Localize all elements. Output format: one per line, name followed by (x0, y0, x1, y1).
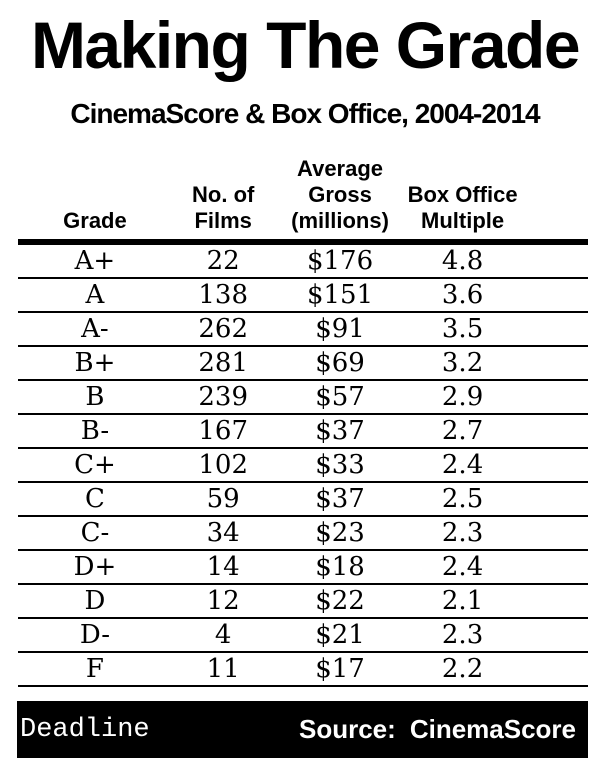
films-cell: 239 (198, 382, 248, 412)
table-row: A- 262 $91 3.5 (18, 312, 588, 346)
filler-cell (520, 278, 588, 312)
filler-cell (520, 242, 588, 278)
grade-cell: C (84, 484, 105, 514)
source-credit: Source: CinemaScore (299, 714, 576, 745)
source-label: Source: (299, 714, 396, 744)
gross-cell: $37 (315, 484, 365, 514)
filler-cell (520, 550, 588, 584)
films-cell: 138 (198, 280, 248, 310)
column-header-average-gross: Average Gross (millions) (291, 156, 389, 233)
grade-cell: C- (80, 518, 110, 548)
grade-cell: C+ (74, 450, 116, 480)
table-row: F 11 $17 2.2 (18, 652, 588, 686)
films-cell: 11 (206, 654, 240, 684)
grade-cell: D- (79, 620, 110, 650)
gross-cell: $23 (315, 518, 365, 548)
header-row: Grade No. of Films Average Gross (millio… (18, 156, 588, 242)
filler-cell (520, 312, 588, 346)
multiple-cell: 2.2 (441, 654, 484, 684)
table-row: D- 4 $21 2.3 (18, 618, 588, 652)
table-row: D+ 14 $18 2.4 (18, 550, 588, 584)
multiple-cell: 2.5 (441, 484, 484, 514)
gross-cell: $176 (306, 246, 374, 276)
table-row: A 138 $151 3.6 (18, 278, 588, 312)
films-cell: 4 (214, 620, 232, 650)
films-cell: 34 (206, 518, 240, 548)
multiple-cell: 3.5 (441, 314, 484, 344)
filler-cell (520, 414, 588, 448)
films-cell: 14 (206, 552, 240, 582)
table-row: B+ 281 $69 3.2 (18, 346, 588, 380)
films-cell: 22 (206, 246, 240, 276)
table-row: A+ 22 $176 4.8 (18, 242, 588, 278)
column-header-filler (520, 156, 588, 242)
table-row: C 59 $37 2.5 (18, 482, 588, 516)
grade-cell: D (84, 586, 106, 616)
gross-cell: $33 (315, 450, 365, 480)
multiple-cell: 2.4 (441, 552, 484, 582)
multiple-cell: 2.3 (441, 518, 484, 548)
filler-cell (520, 516, 588, 550)
filler-cell (520, 482, 588, 516)
grade-cell: B (85, 382, 105, 412)
page-subtitle: CinemaScore & Box Office, 2004-2014 (70, 98, 540, 129)
films-cell: 102 (198, 450, 248, 480)
multiple-cell: 3.6 (441, 280, 484, 310)
grade-cell: D+ (73, 552, 117, 582)
table-row: B- 167 $37 2.7 (18, 414, 588, 448)
multiple-cell: 2.3 (441, 620, 484, 650)
filler-cell (520, 618, 588, 652)
grade-cell: F (85, 654, 104, 684)
footer-bar: Deadline Source: CinemaScore (17, 701, 588, 758)
table-row: B 239 $57 2.9 (18, 380, 588, 414)
filler-cell (520, 584, 588, 618)
source-value: CinemaScore (409, 714, 576, 744)
deadline-logo: Deadline (20, 714, 150, 745)
multiple-cell: 2.1 (441, 586, 484, 616)
gross-cell: $151 (306, 280, 374, 310)
filler-cell (520, 346, 588, 380)
filler-cell (520, 380, 588, 414)
gross-cell: $21 (315, 620, 365, 650)
table-row: D 12 $22 2.1 (18, 584, 588, 618)
filler-cell (520, 652, 588, 686)
films-cell: 281 (198, 348, 248, 378)
filler-cell (520, 448, 588, 482)
grade-cell: A- (81, 314, 109, 344)
multiple-cell: 2.7 (441, 416, 484, 446)
gross-cell: $17 (315, 654, 365, 684)
gross-cell: $37 (315, 416, 365, 446)
grade-table: Grade No. of Films Average Gross (millio… (18, 156, 588, 687)
multiple-cell: 3.2 (441, 348, 484, 378)
page-title: Making The Grade (30, 8, 581, 82)
column-header-box-office-multiple: Box Office Multiple (407, 182, 518, 233)
gross-cell: $57 (315, 382, 365, 412)
table-row: C+ 102 $33 2.4 (18, 448, 588, 482)
grade-cell: B- (80, 416, 110, 446)
grade-cell: B+ (74, 348, 116, 378)
gross-cell: $22 (315, 586, 365, 616)
column-header-grade: Grade (63, 208, 127, 233)
films-cell: 59 (206, 484, 240, 514)
table-row: C- 34 $23 2.3 (18, 516, 588, 550)
multiple-cell: 4.8 (441, 246, 484, 276)
gross-cell: $69 (315, 348, 365, 378)
multiple-cell: 2.4 (441, 450, 484, 480)
grade-cell: A+ (74, 246, 116, 276)
films-cell: 262 (198, 314, 248, 344)
grade-cell: A (85, 280, 105, 310)
column-header-films: No. of Films (192, 182, 255, 233)
films-cell: 167 (198, 416, 248, 446)
multiple-cell: 2.9 (441, 382, 484, 412)
gross-cell: $91 (315, 314, 365, 344)
films-cell: 12 (206, 586, 240, 616)
gross-cell: $18 (315, 552, 365, 582)
